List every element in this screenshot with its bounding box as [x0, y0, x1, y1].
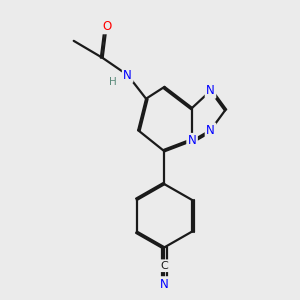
Text: N: N	[206, 84, 215, 97]
Text: O: O	[102, 20, 111, 33]
Text: N: N	[188, 134, 197, 147]
Text: C: C	[160, 261, 168, 271]
Text: N: N	[160, 278, 169, 291]
Text: N: N	[123, 68, 132, 82]
Text: N: N	[206, 124, 215, 137]
Text: H: H	[109, 76, 117, 87]
